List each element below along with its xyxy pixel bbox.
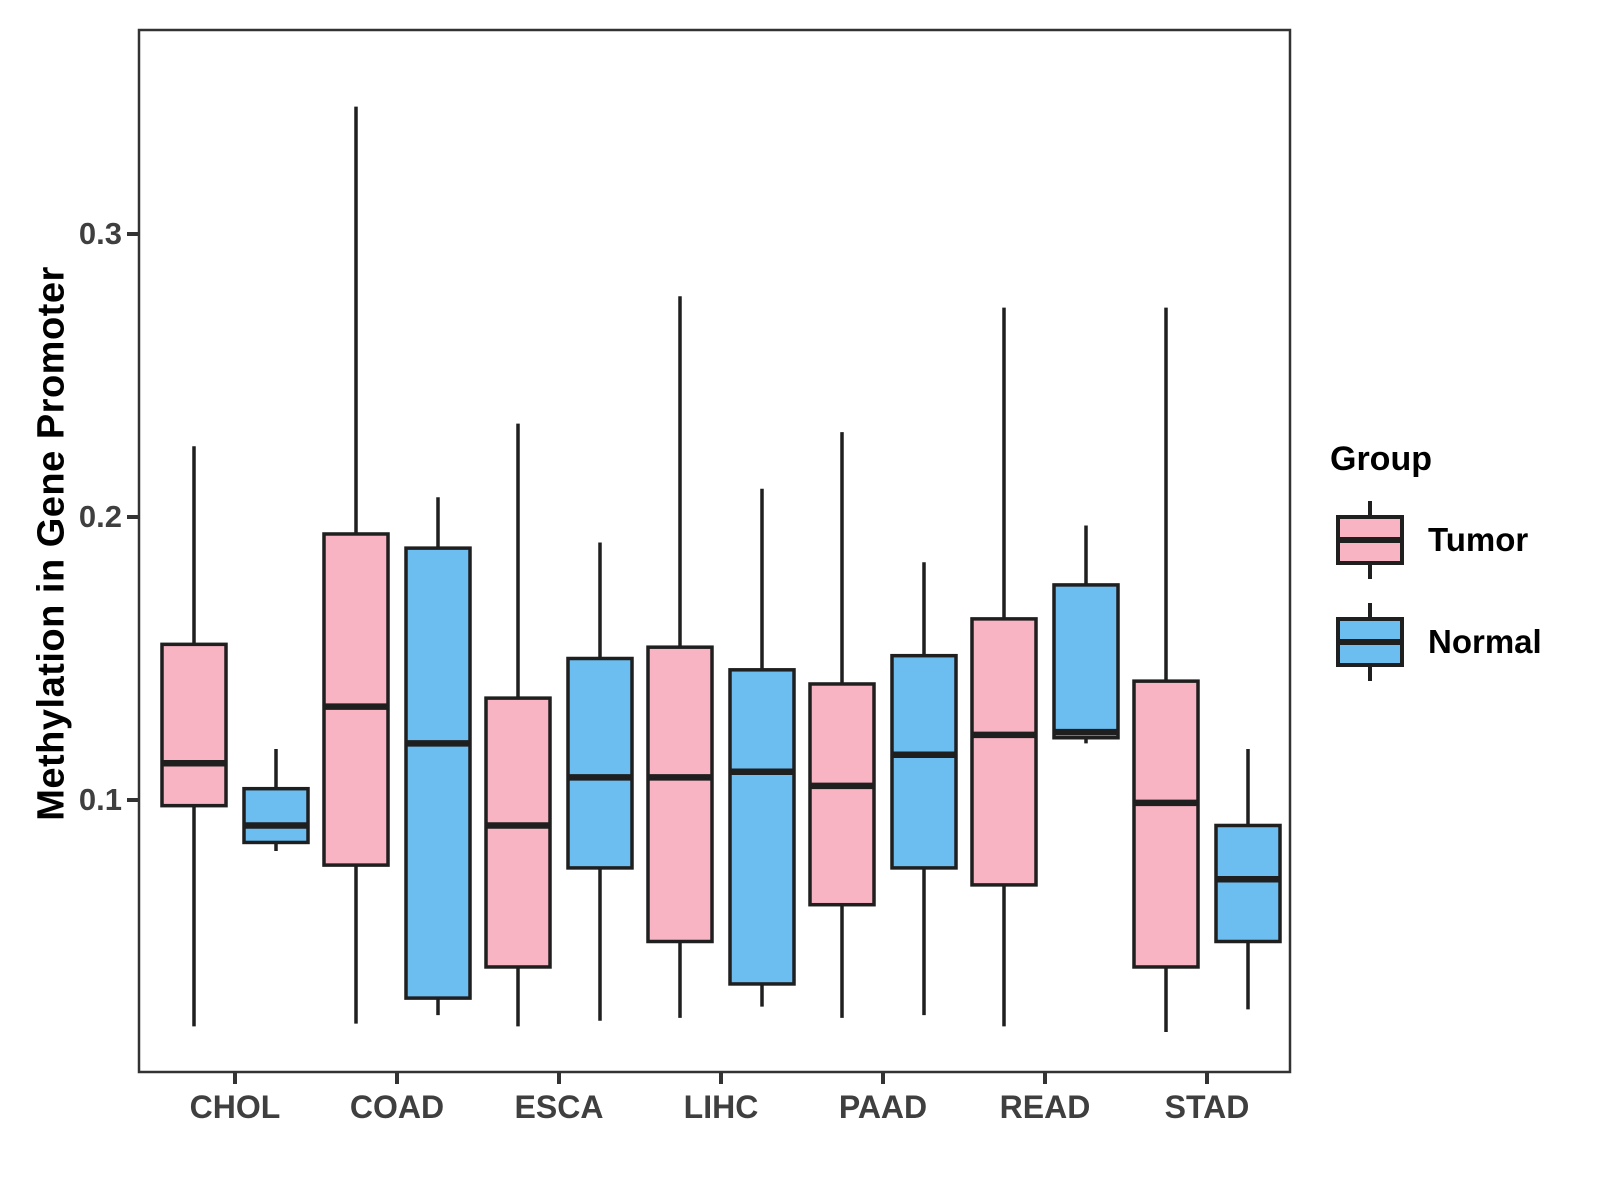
box-normal-ESCA [566, 656, 634, 870]
x-tick-label-READ: READ [999, 1089, 1091, 1125]
box-tumor-COAD [322, 532, 390, 867]
legend-label: Tumor [1428, 521, 1529, 558]
box-tumor-ESCA [484, 696, 552, 969]
legend: Group Tumor Normal [1330, 440, 1590, 701]
box-normal-PAAD [890, 653, 958, 870]
box-tumor-READ [970, 617, 1038, 887]
box-tumor-PAAD [808, 682, 876, 907]
x-tick-label-CHOL: CHOL [189, 1089, 281, 1125]
x-tick-label-ESCA: ESCA [514, 1089, 604, 1125]
legend-entries: Tumor Normal [1330, 497, 1590, 685]
x-tick-label-LIHC: LIHC [683, 1089, 759, 1125]
x-tick-label-STAD: STAD [1164, 1089, 1250, 1125]
legend-label: Normal [1428, 623, 1542, 660]
box-normal-LIHC [728, 668, 796, 986]
y-tick-label: 0.2 [78, 499, 122, 534]
legend-key-normal-icon [1336, 603, 1404, 681]
legend-title: Group [1330, 440, 1432, 478]
x-tick-label-COAD: COAD [349, 1089, 445, 1125]
y-tick-label: 0.3 [78, 216, 122, 251]
x-tick-label-PAAD: PAAD [838, 1089, 928, 1125]
panel-border [137, 28, 1292, 1074]
box-tumor-STAD [1132, 679, 1200, 969]
box-tumor-CHOL [160, 642, 228, 808]
box-normal-COAD [404, 546, 472, 1000]
legend-entry-normal: Normal [1330, 599, 1590, 685]
legend-entry-tumor: Tumor [1330, 497, 1590, 583]
box-normal-STAD [1214, 823, 1282, 944]
y-tick-label: 0.1 [78, 782, 122, 817]
y-axis-title: Methylation in Gene Promoter [30, 266, 73, 821]
box-normal-READ [1052, 583, 1120, 740]
legend-key-tumor-icon [1336, 501, 1404, 579]
box-normal-CHOL [242, 786, 310, 845]
box-tumor-LIHC [646, 645, 714, 944]
